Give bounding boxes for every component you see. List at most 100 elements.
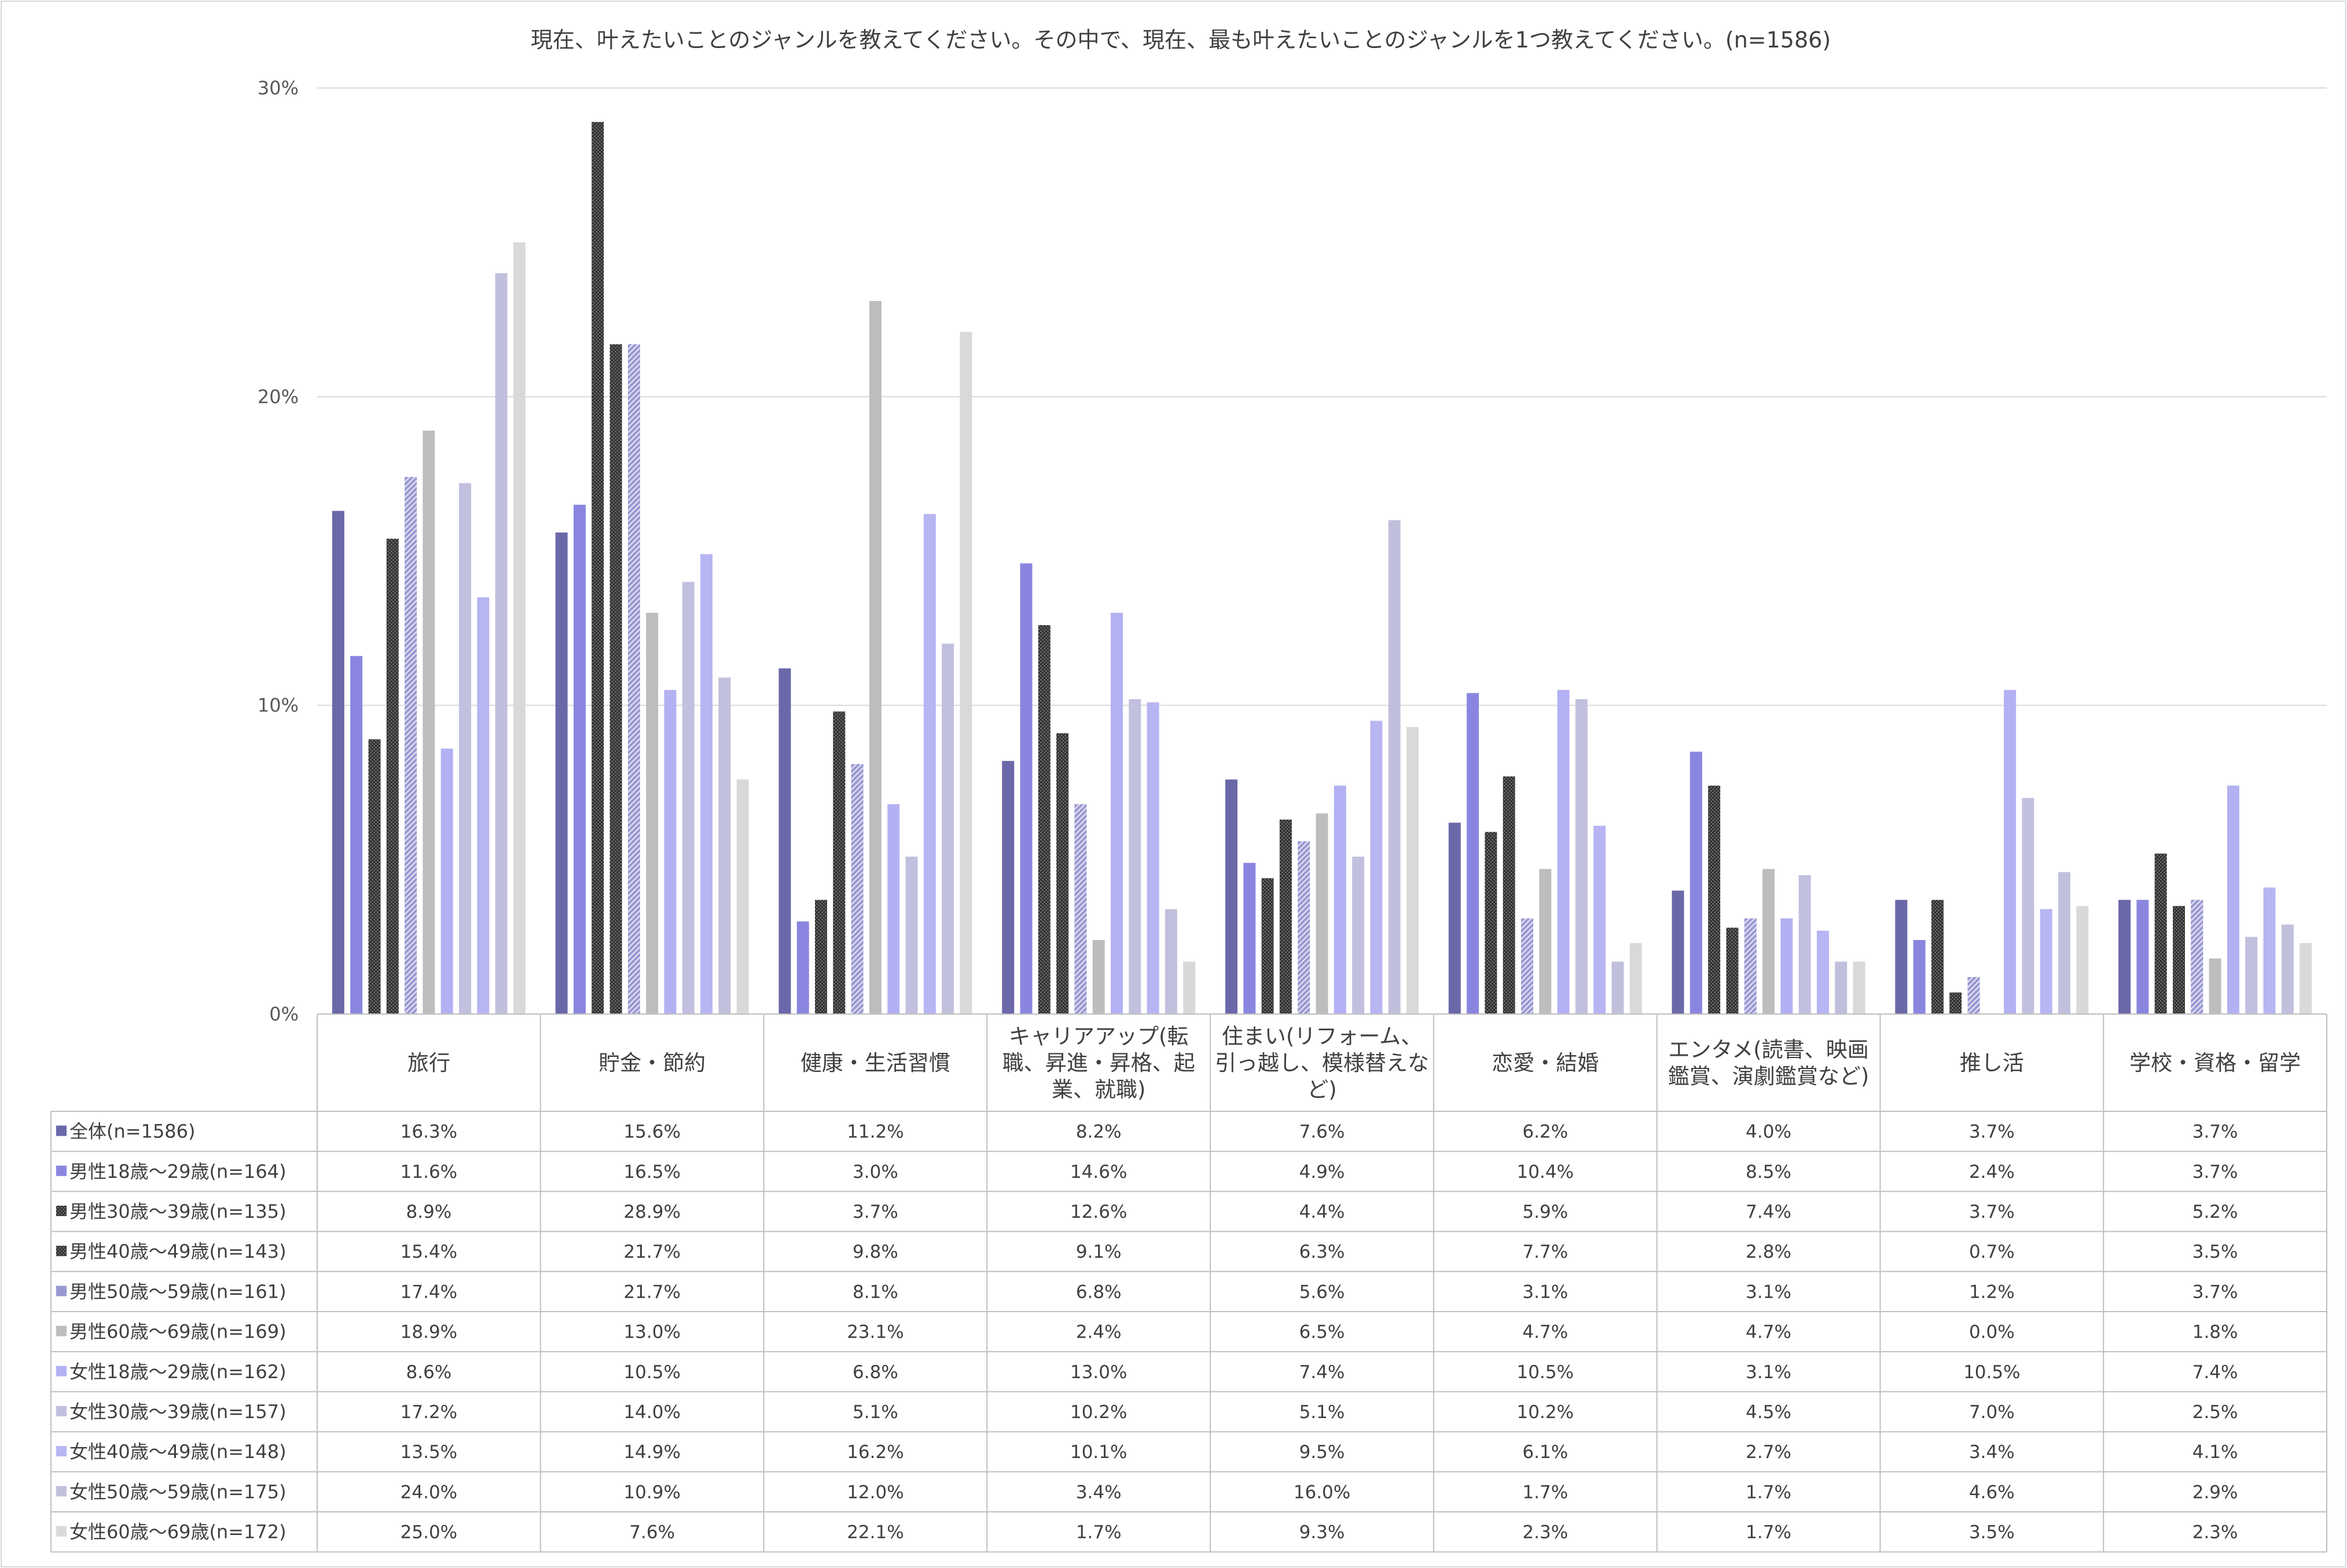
hatch-line: [627, 430, 640, 444]
data-label: 7.4%: [2192, 1362, 2238, 1383]
hatch-line: [1744, 963, 1757, 976]
hatch-line: [627, 404, 640, 418]
hatch-line: [851, 835, 864, 848]
hatch-line: [1744, 1021, 1757, 1033]
data-label: 14.6%: [1070, 1162, 1127, 1183]
hatch-line: [627, 789, 640, 803]
hatch-line: [1074, 911, 1087, 925]
hatch-line: [405, 485, 417, 498]
hatch-line: [1298, 841, 1299, 842]
bar: [1798, 875, 1811, 1014]
bar: [1038, 625, 1051, 1014]
hatch-line: [1520, 978, 1533, 992]
hatch-line: [1074, 804, 1081, 810]
data-label: 17.4%: [401, 1281, 457, 1302]
hatch-line: [405, 964, 417, 978]
hatch-line: [1520, 963, 1533, 976]
bar: [2281, 924, 2294, 1014]
hatch-line: [627, 842, 640, 855]
hatch-line: [627, 899, 640, 913]
hatch-line: [1520, 989, 1533, 1003]
data-label: 4.7%: [1746, 1322, 1791, 1343]
hatch-line: [627, 659, 640, 673]
y-axis-ticks: 30% 20% 10% 0%: [258, 77, 299, 1025]
hatch-line: [1074, 812, 1087, 826]
data-label: 0.0%: [1969, 1322, 2015, 1343]
data-label: 3.7%: [853, 1202, 898, 1222]
series-name: 女性50歳〜59歳(n=175): [69, 1481, 287, 1503]
category-label: 健康・生活習慣: [800, 1051, 950, 1075]
hatch-line: [851, 788, 864, 801]
hatch-line: [851, 970, 864, 983]
data-table: 旅行 貯金・節約 健康・生活習慣 キャリアアップ(転職、昇進・昇格、起業、就職) 住まい…: [50, 1013, 2327, 1553]
hatch-line: [405, 647, 417, 660]
bar: [1056, 733, 1069, 1014]
data-label: 1.7%: [1076, 1522, 1122, 1543]
hatch-line: [2191, 954, 2203, 968]
hatch-line: [627, 440, 640, 454]
hatch-line: [1744, 918, 1751, 924]
data-label: 15.4%: [401, 1242, 457, 1262]
hatch-line: [405, 844, 417, 858]
hatch-line: [1520, 957, 1533, 971]
series-8: [477, 514, 2276, 1014]
bar: [627, 344, 640, 1015]
hatch-line: [627, 633, 640, 647]
hatch-line: [851, 965, 864, 978]
hatch-line: [627, 618, 640, 631]
hatch-line: [851, 819, 864, 832]
hatch-line: [405, 923, 417, 936]
data-label: 8.2%: [1076, 1122, 1122, 1143]
data-label: 3.7%: [1969, 1122, 2015, 1143]
hatch-line: [627, 795, 640, 809]
hatch-line: [627, 883, 640, 897]
hatch-line: [1074, 843, 1087, 857]
hatch-line: [627, 732, 640, 746]
legend-key: [56, 1526, 67, 1537]
series-4: [405, 344, 2203, 1033]
hatch-line: [851, 944, 864, 957]
hatch-line: [627, 560, 640, 574]
hatch-line: [1298, 875, 1310, 889]
hatch-line: [405, 574, 417, 587]
bar: [2209, 959, 2221, 1014]
bar: [718, 677, 731, 1014]
bar: [332, 511, 344, 1014]
bar: [778, 668, 791, 1014]
hatch-line: [1298, 865, 1310, 879]
hatch-line: [405, 740, 417, 754]
hatch-line: [405, 891, 417, 905]
hatch-line: [627, 493, 640, 506]
hatch-line: [1520, 926, 1533, 940]
category-label: 貯金・節約: [598, 1051, 706, 1075]
hatch-line: [627, 472, 640, 486]
hatch-line: [1074, 804, 1075, 805]
data-label: 4.9%: [1299, 1162, 1345, 1183]
hatch-line: [1074, 901, 1087, 915]
hatch-line: [627, 779, 640, 793]
bar: [1539, 869, 1552, 1014]
data-label: 5.6%: [1299, 1281, 1345, 1302]
hatch-line: [405, 641, 417, 655]
data-label: 5.1%: [1299, 1402, 1345, 1423]
hatch-line: [851, 975, 864, 989]
hatch-line: [627, 862, 640, 876]
series-name: 男性30歳〜39歳(n=135): [69, 1200, 287, 1222]
hatch-line: [851, 996, 864, 1009]
category-label: 推し活: [1960, 1051, 2024, 1075]
hatch-line: [627, 737, 640, 751]
hatch-line: [405, 897, 417, 910]
hatch-line: [1074, 885, 1087, 899]
hatch-line: [627, 826, 640, 840]
data-label: 16.3%: [401, 1122, 457, 1143]
hatch-line: [1744, 937, 1757, 950]
hatch-line: [1520, 931, 1533, 945]
hatch-line: [627, 446, 640, 460]
hatch-line: [1074, 953, 1087, 967]
data-label: 21.7%: [623, 1281, 680, 1302]
data-label: 28.9%: [623, 1202, 680, 1222]
hatch-line: [627, 805, 640, 819]
bar: [2154, 853, 2167, 1014]
hatch-line: [405, 704, 417, 717]
data-label: 2.4%: [1076, 1322, 1122, 1343]
